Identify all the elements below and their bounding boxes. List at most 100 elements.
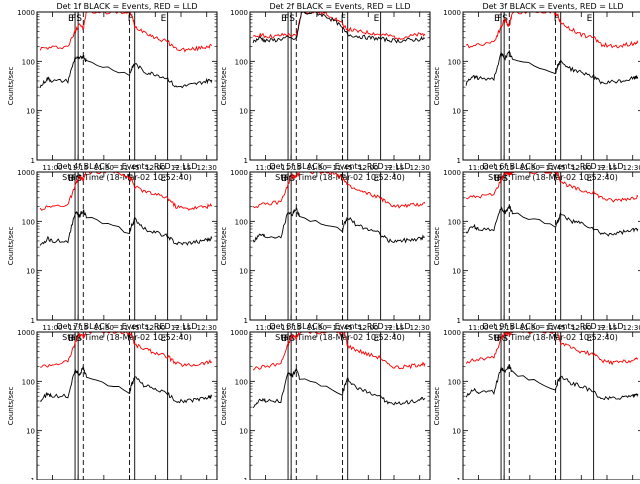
event-marker-label: E [281, 174, 287, 184]
y-axis-label: Counts/sec [433, 67, 441, 106]
plot-frame [249, 11, 431, 161]
y-tick-label: 1000 [17, 169, 35, 177]
x-tick-label: 11:15 [68, 324, 88, 332]
events-rate-line [39, 366, 213, 404]
x-tick-label: 11:30 [520, 164, 540, 172]
x-tick-label: 12:15 [384, 324, 404, 332]
x-tick-label: 11:45 [119, 324, 139, 332]
x-axis-label: Start Time (18-Mar-02 10:52:40) [275, 333, 405, 342]
event-marker-label: F [497, 334, 502, 344]
y-tick-label: 100 [448, 378, 461, 386]
event-marker-label: E [587, 334, 593, 344]
y-tick-label: 10 [239, 268, 248, 276]
event-marker-label: F [554, 334, 559, 344]
plot-frame [462, 331, 640, 481]
event-marker-label: S [289, 174, 295, 184]
event-marker-label: F [341, 14, 346, 24]
event-marker-label: E [68, 174, 74, 184]
y-tick-label: 1000 [230, 9, 248, 17]
y-tick-label: 1000 [17, 9, 35, 17]
y-axis-label: Counts/sec [7, 227, 15, 266]
event-marker-label: F [71, 14, 76, 24]
event-marker-label: S [76, 14, 82, 24]
y-tick-label: 10 [239, 428, 248, 436]
lld-rate-line [39, 172, 213, 211]
plot-frame [462, 171, 640, 321]
x-tick-label: 12:00 [571, 164, 591, 172]
chart-panel-4: Det 4f BLACK = Events, RED = LLD Counts/s… [7, 162, 218, 342]
x-tick-label: 11:15 [494, 324, 514, 332]
x-tick-label: 12:30 [410, 164, 430, 172]
x-tick-label: 12:30 [410, 324, 430, 332]
y-tick-label: 1000 [443, 169, 461, 177]
y-axis-label: Counts/sec [433, 387, 441, 426]
event-marker-label: E [161, 174, 167, 184]
events-rate-line [465, 364, 639, 401]
x-tick-label: 12:00 [358, 324, 378, 332]
event-marker-label: S [76, 174, 82, 184]
event-marker-label: S [289, 14, 295, 24]
chart-panel-8: Det 8f BLACK = Events, RED = LLD Counts/s… [220, 322, 431, 484]
y-tick-label: 1 [457, 317, 461, 325]
events-rate-line [465, 205, 639, 237]
event-marker-label: E [494, 334, 500, 344]
lld-rate-line [252, 332, 426, 371]
events-rate-line [252, 367, 426, 408]
chart-panel-5: Det 5f BLACK = Events, RED = LLD Counts/s… [220, 162, 431, 342]
x-tick-label: 12:15 [597, 324, 617, 332]
events-rate-line [39, 55, 213, 89]
chart-title: Det 3f BLACK = Events, RED = LLD [482, 2, 623, 11]
event-marker-label: E [161, 14, 167, 24]
event-marker-label: E [374, 174, 380, 184]
x-axis-label: Start Time (18-Mar-02 10:52:40) [275, 173, 405, 182]
x-tick-label: 11:45 [332, 324, 352, 332]
x-tick-label: 12:00 [145, 164, 165, 172]
x-tick-label: 11:45 [332, 164, 352, 172]
x-axis-label: Start Time (18-Mar-02 10:52:40) [488, 333, 618, 342]
y-tick-label: 10 [26, 268, 35, 276]
chart-title: Det 1f BLACK = Events, RED = LLD [56, 2, 197, 11]
event-marker-label: F [71, 174, 76, 184]
y-axis-label: Counts/sec [433, 227, 441, 266]
y-axis-label: Counts/sec [220, 387, 228, 426]
event-marker-label: E [281, 14, 287, 24]
y-tick-label: 1000 [230, 329, 248, 337]
lld-rate-line [252, 172, 426, 209]
y-tick-label: 1 [244, 317, 248, 325]
x-tick-label: 11:45 [119, 164, 139, 172]
y-axis-label: Counts/sec [220, 227, 228, 266]
event-marker-label: F [497, 14, 502, 24]
x-tick-label: 11:15 [68, 164, 88, 172]
y-tick-label: 10 [26, 108, 35, 116]
x-tick-label: 11:00 [468, 324, 488, 332]
x-axis-label: Start Time (18-Mar-02 10:52:40) [62, 173, 192, 182]
x-tick-label: 11:00 [42, 164, 62, 172]
x-tick-label: 12:00 [358, 164, 378, 172]
x-tick-label: 11:45 [545, 164, 565, 172]
x-tick-label: 12:00 [145, 324, 165, 332]
event-marker-label: S [502, 334, 508, 344]
y-tick-label: 100 [235, 378, 248, 386]
chart-title: Det 4f BLACK = Events, RED = LLD [56, 162, 197, 171]
event-marker-label: F [71, 334, 76, 344]
chart-panel-3: Det 3f BLACK = Events, RED = LLD Counts/s… [433, 2, 640, 182]
chart-title: Det 8f BLACK = Events, RED = LLD [269, 322, 410, 331]
x-tick-label: 11:30 [520, 324, 540, 332]
x-tick-label: 12:30 [197, 324, 217, 332]
event-marker-label: E [494, 14, 500, 24]
chart-panel-6: Det 6f BLACK = Events, RED = LLD Counts/s… [433, 162, 640, 342]
y-tick-label: 100 [448, 58, 461, 66]
y-tick-label: 10 [26, 428, 35, 436]
y-tick-label: 1 [244, 157, 248, 165]
y-tick-label: 1000 [443, 329, 461, 337]
plot-frame [249, 331, 431, 481]
lld-rate-line [465, 172, 639, 203]
y-tick-label: 100 [235, 58, 248, 66]
lld-rate-line [39, 12, 213, 53]
x-tick-label: 11:00 [255, 164, 275, 172]
x-tick-label: 11:45 [545, 324, 565, 332]
event-marker-label: E [281, 334, 287, 344]
events-rate-line [465, 49, 639, 86]
event-marker-label: E [68, 334, 74, 344]
chart-title: Det 2f BLACK = Events, RED = LLD [269, 2, 410, 11]
